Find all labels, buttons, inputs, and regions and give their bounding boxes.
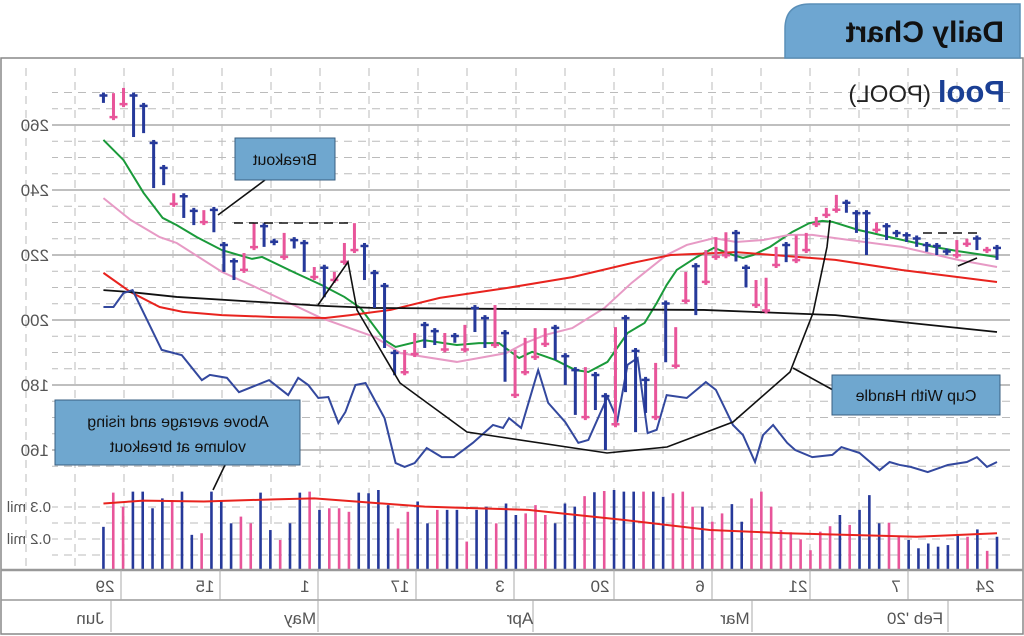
day-tick-label: 17 <box>391 577 410 596</box>
cup-callout: Cup With Handle <box>831 374 1001 416</box>
chart-type-tab <box>784 3 1021 59</box>
price-tick-label: 200 <box>21 311 49 330</box>
day-tick-label: 20 <box>591 577 610 596</box>
volume-average-line <box>103 497 998 538</box>
price-tick-label: 220 <box>21 246 49 265</box>
day-tick-label: 7 <box>891 577 900 596</box>
price-tick-label: 180 <box>21 376 49 395</box>
callout-box <box>831 374 1001 416</box>
breakout-pointer <box>217 179 266 216</box>
date-axis: 24 7 21 6 20 3 17 1 15 29 Feb '20 Mar Ap… <box>1 568 1023 632</box>
month-label: Mar <box>720 609 750 628</box>
breakout-callout: Breakout <box>234 137 336 181</box>
month-label: Feb '20 <box>887 609 943 628</box>
volume-callout: Above average and rising volume at break… <box>54 399 301 466</box>
month-label: May <box>283 609 316 628</box>
callout-box <box>234 137 336 181</box>
ma-long-line <box>102 251 998 320</box>
volume-axis: 0.3 mil 0.2 mil <box>7 499 51 548</box>
callout-box <box>54 399 301 466</box>
pattern-annotations <box>212 179 978 491</box>
day-tick-label: 3 <box>495 577 504 596</box>
cup-outline <box>317 219 831 454</box>
price-tick-label: 240 <box>21 181 49 200</box>
index-line <box>103 289 998 333</box>
cup-pointer <box>792 367 834 391</box>
tab-title: Daily Chart <box>846 16 1004 49</box>
day-tick-label: 1 <box>300 577 309 596</box>
month-label: Jun <box>76 609 103 628</box>
day-tick-label: 15 <box>196 577 215 596</box>
month-label: Apr <box>506 609 533 628</box>
volume-tick-label: 0.2 mil <box>7 531 51 548</box>
callout-text: Above average and rising <box>87 414 268 431</box>
price-bars <box>99 87 1001 450</box>
price-tick-label: 160 <box>21 441 49 460</box>
chart-frame <box>0 57 1024 635</box>
callout-text: Cup With Handle <box>855 388 976 405</box>
volume-bars <box>102 490 999 570</box>
grid <box>25 68 1010 570</box>
day-tick-label: 29 <box>96 577 115 596</box>
price-axis: 260 240 220 200 180 160 <box>21 116 49 460</box>
volume-tick-label: 0.3 mil <box>7 499 51 516</box>
ticker-symbol: (POOL) <box>848 81 931 108</box>
callout-text: volume at breakout <box>109 439 246 456</box>
company-name: Pool <box>938 74 1005 109</box>
volume-pointer <box>212 464 226 491</box>
day-tick-label: 21 <box>789 577 808 596</box>
price-tick-label: 260 <box>21 116 49 135</box>
day-tick-label: 24 <box>976 577 995 596</box>
callout-text: Breakout <box>252 152 317 169</box>
rs-line <box>103 288 998 474</box>
handle-trendline <box>957 257 978 267</box>
day-tick-label: 6 <box>695 577 704 596</box>
